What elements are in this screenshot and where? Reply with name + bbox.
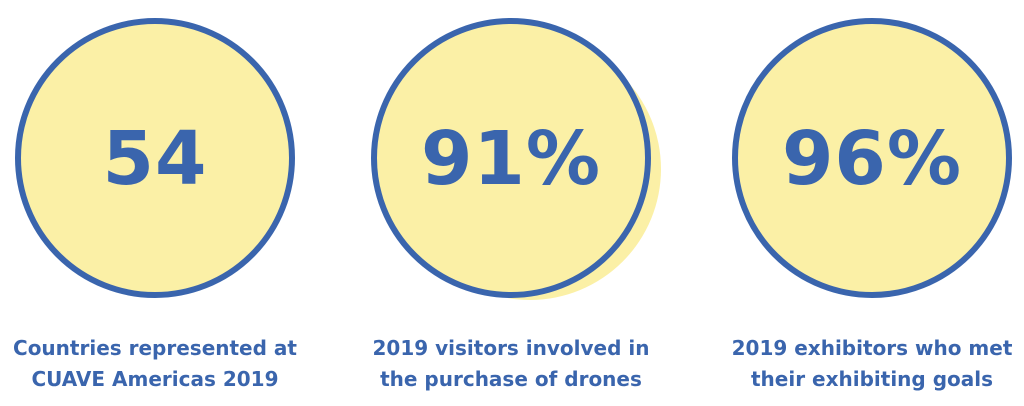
stat-circle: 96% [732,18,1012,298]
stat-countries: 54 Countries represented at CUAVE Americ… [0,0,325,406]
stat-caption-line: 2019 visitors involved in [372,336,650,360]
stat-caption-line: the purchase of drones [380,367,642,391]
stat-caption-line: Countries represented at [13,336,297,360]
stat-caption: 2019 visitors involved in the purchase o… [341,333,681,395]
stat-caption: Countries represented at CUAVE Americas … [0,333,325,395]
stat-caption-line: 2019 exhibitors who met [731,336,1013,360]
stat-value: 91% [420,116,602,202]
stat-circle: 54 [15,18,295,298]
stat-caption-line: their exhibiting goals [750,367,994,391]
stat-value: 96% [781,116,963,202]
stat-value: 54 [102,116,208,202]
stat-exhibitors: 96% 2019 exhibitors who met their exhibi… [702,0,1024,406]
stat-circle: 91% [371,18,651,298]
stat-visitors: 91% 2019 visitors involved in the purcha… [341,0,681,406]
stat-caption-line: CUAVE Americas 2019 [31,367,279,391]
stat-caption: 2019 exhibitors who met their exhibiting… [702,333,1024,395]
